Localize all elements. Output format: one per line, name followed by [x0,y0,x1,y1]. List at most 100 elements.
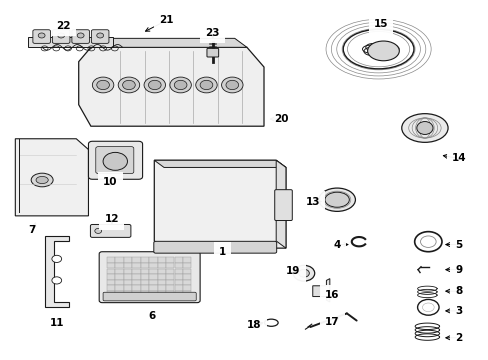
Bar [158,263,165,269]
Ellipse shape [325,192,348,207]
Text: 4: 4 [333,239,340,249]
Bar [115,274,123,280]
Bar [149,257,157,263]
Text: 3: 3 [454,306,462,316]
Bar [175,274,183,280]
Polygon shape [79,47,264,126]
Bar [166,291,174,296]
Text: 15: 15 [373,19,387,29]
FancyBboxPatch shape [33,30,50,43]
Bar [166,274,174,280]
FancyBboxPatch shape [91,30,109,43]
Circle shape [52,277,61,284]
Circle shape [144,77,165,93]
Bar [158,285,165,291]
Text: 8: 8 [454,286,462,296]
Bar [149,280,157,285]
Circle shape [169,77,191,93]
Bar [183,280,191,285]
Circle shape [422,303,433,312]
Bar [132,263,140,269]
Bar [166,269,174,274]
Bar [124,257,132,263]
Bar [132,269,140,274]
Text: 7: 7 [29,225,36,235]
Bar [124,291,132,296]
Text: 1: 1 [219,247,226,257]
Text: 21: 21 [159,15,173,26]
Circle shape [77,33,84,38]
Circle shape [52,255,61,262]
Bar [124,285,132,291]
Bar [158,274,165,280]
Bar [166,257,174,263]
FancyBboxPatch shape [99,252,200,303]
Bar [175,257,183,263]
Bar [141,291,149,296]
Text: 2: 2 [454,333,462,343]
Text: 5: 5 [454,239,462,249]
Bar [183,263,191,269]
FancyBboxPatch shape [52,30,70,43]
Circle shape [95,228,102,233]
Bar [132,285,140,291]
Circle shape [58,33,64,38]
Bar [158,257,165,263]
Bar [115,285,123,291]
Bar [158,291,165,296]
Circle shape [225,80,238,90]
Bar [149,285,157,291]
Bar [115,291,123,296]
Text: 16: 16 [325,290,339,300]
Bar [107,285,115,291]
Circle shape [38,33,45,38]
FancyBboxPatch shape [206,48,218,57]
Polygon shape [276,160,285,248]
Bar [175,269,183,274]
Circle shape [195,77,217,93]
Circle shape [174,80,186,90]
Bar [141,274,149,280]
Circle shape [200,80,212,90]
Bar [107,269,115,274]
Bar [124,263,132,269]
Bar [141,285,149,291]
FancyBboxPatch shape [88,141,142,179]
Text: 9: 9 [454,265,462,275]
Ellipse shape [401,114,447,142]
Bar [115,257,123,263]
Bar [183,274,191,280]
Polygon shape [312,279,329,302]
FancyBboxPatch shape [90,225,131,237]
Text: 6: 6 [148,311,155,321]
Bar [132,274,140,280]
Bar [141,280,149,285]
Text: 13: 13 [305,197,319,207]
Bar [175,280,183,285]
Polygon shape [79,39,246,47]
Polygon shape [15,139,88,216]
FancyBboxPatch shape [103,292,196,301]
Ellipse shape [416,122,432,134]
Bar [183,257,191,263]
Bar [115,263,123,269]
Ellipse shape [31,173,53,187]
FancyBboxPatch shape [274,190,292,221]
Ellipse shape [367,41,399,61]
Circle shape [420,236,435,247]
Bar [107,257,115,263]
Text: 20: 20 [273,114,288,124]
Bar [132,291,140,296]
Bar [107,263,115,269]
Bar [175,291,183,296]
Bar [183,285,191,291]
Bar [149,274,157,280]
Bar [124,269,132,274]
Bar [166,280,174,285]
Bar [132,280,140,285]
Text: 12: 12 [104,215,119,224]
Bar [141,263,149,269]
Circle shape [148,80,161,90]
Text: 17: 17 [325,317,339,327]
Ellipse shape [318,188,355,211]
